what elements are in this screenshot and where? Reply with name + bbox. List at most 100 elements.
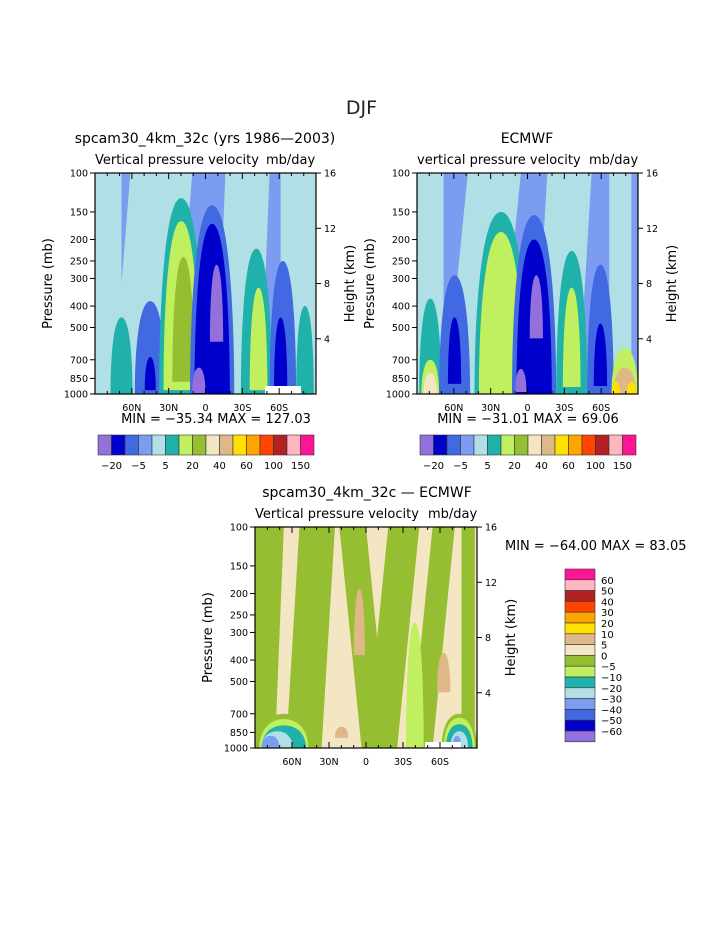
colorbar-label: −50 (601, 716, 622, 727)
colorbar-swatch (564, 709, 596, 721)
colorbar-label: 40 (213, 461, 226, 472)
x-tick-label: 30N (159, 403, 178, 414)
panel3-plot: 100 150 200 250 300 400 500 700 850 1000 Pressure … (201, 523, 519, 769)
colorbar-swatch (151, 434, 166, 456)
y-tick-label: 1000 (386, 390, 410, 401)
panel2-contours (417, 173, 638, 394)
colorbar-label: −60 (601, 727, 622, 738)
colorbar-swatch (178, 434, 193, 456)
colorbar-label: 10 (601, 630, 614, 641)
colorbar-swatch (564, 568, 596, 581)
y-tick-label: 100 (230, 523, 248, 534)
contour-band (461, 527, 475, 748)
colorbar-swatch (487, 434, 502, 456)
panel2-subtitle-right: mb/day (589, 153, 639, 168)
y2-tick-label: 8 (324, 279, 330, 290)
colorbar-label: 150 (291, 461, 310, 472)
colorbar-swatch (460, 434, 475, 456)
colorbar-label: −10 (601, 673, 622, 684)
x-tick-label: 0 (524, 403, 530, 414)
panel1-title: spcam30_4km_32c (yrs 1986—2003) (74, 131, 336, 147)
x-tick-label: 0 (363, 757, 369, 768)
panel1-contours (95, 173, 316, 394)
contour-region (423, 372, 437, 394)
y-tick-label: 300 (70, 274, 88, 285)
panel2-stats: MIN = −31.01 MAX = 69.06 (437, 412, 619, 427)
colorbar-label: 100 (264, 461, 283, 472)
y2-tick-label: 4 (324, 334, 330, 345)
colorbar-label: 60 (240, 461, 253, 472)
contour-region (334, 726, 349, 738)
colorbar-swatch (527, 434, 542, 456)
x-tick-label: 0 (202, 403, 208, 414)
colorbar-label: 20 (601, 619, 614, 630)
colorbar-swatch (564, 644, 596, 656)
y-axis-label: Pressure (mb) (363, 238, 378, 329)
colorbar-swatch (259, 434, 274, 456)
y2-axis-label: Height (km) (504, 599, 519, 676)
contour-band (366, 527, 420, 748)
missing-data-region (265, 386, 301, 394)
panel3-stats: MIN = −64.00 MAX = 83.05 (505, 539, 687, 554)
colorbar-swatch (595, 434, 610, 456)
y-tick-label: 150 (230, 561, 248, 572)
colorbar-label: 0 (601, 651, 607, 662)
colorbar-label: 50 (601, 587, 614, 598)
colorbar-swatch (564, 730, 596, 743)
contour-region (144, 356, 156, 391)
colorbar-swatch (473, 434, 488, 456)
y-tick-label: 250 (230, 610, 248, 621)
y-tick-label: 150 (70, 207, 88, 218)
colorbar-label: −20 (601, 684, 622, 695)
colorbar-label: −20 (423, 461, 444, 472)
x-tick-label: 30S (555, 403, 573, 414)
contour-region (626, 381, 636, 394)
colorbar-label: 5 (484, 461, 490, 472)
y-tick-label: 700 (230, 709, 248, 720)
y-tick-label: 400 (70, 302, 88, 313)
y-tick-label: 400 (392, 302, 410, 313)
panel3-contours (255, 527, 477, 748)
contour-region (261, 735, 280, 748)
colorbar-swatch (568, 434, 583, 456)
contour-region (134, 301, 166, 394)
x-tick-label: 30S (233, 403, 251, 414)
colorbar-label: −30 (601, 695, 622, 706)
colorbar-swatch (433, 434, 448, 456)
colorbar-swatch (564, 655, 596, 667)
panel2-colorbar: −20 −5 5 20 40 60 100 150 (419, 434, 637, 472)
contour-region (515, 368, 527, 393)
colorbar-label: −5 (131, 461, 146, 472)
contour-region (209, 264, 224, 342)
colorbar-swatch (564, 687, 596, 699)
colorbar-swatch (541, 434, 556, 456)
panel1-subtitle-left: Vertical pressure velocity (95, 153, 259, 168)
y-tick-label: 300 (392, 274, 410, 285)
colorbar-swatch (564, 579, 596, 591)
panel3-subtitle-left: Vertical pressure velocity (255, 507, 419, 522)
y-tick-label: 150 (392, 207, 410, 218)
y-tick-label: 400 (230, 656, 248, 667)
colorbar-swatch (564, 665, 596, 678)
contour-region (249, 287, 268, 391)
contour-region (405, 622, 424, 748)
y-tick-label: 250 (392, 256, 410, 267)
colorbar-swatch (232, 434, 247, 456)
y2-axis-label: Height (km) (343, 245, 358, 322)
y2-tick-label: 4 (646, 334, 652, 345)
y-axis-label: Pressure (mb) (201, 592, 216, 683)
contour-band (609, 173, 632, 394)
colorbar-swatch (97, 434, 112, 456)
colorbar-swatch (219, 434, 234, 456)
colorbar-label: 40 (535, 461, 548, 472)
x-tick-label: 30N (481, 403, 500, 414)
panel3-subtitle-right: mb/day (428, 507, 478, 522)
y-tick-label: 500 (70, 323, 88, 334)
colorbar-swatch (192, 434, 207, 456)
y-tick-label: 500 (230, 677, 248, 688)
colorbar-swatch (273, 434, 288, 456)
colorbar-swatch (581, 434, 596, 456)
colorbar-label: 40 (601, 597, 614, 608)
colorbar-label: −5 (453, 461, 468, 472)
contour-region (353, 588, 365, 656)
